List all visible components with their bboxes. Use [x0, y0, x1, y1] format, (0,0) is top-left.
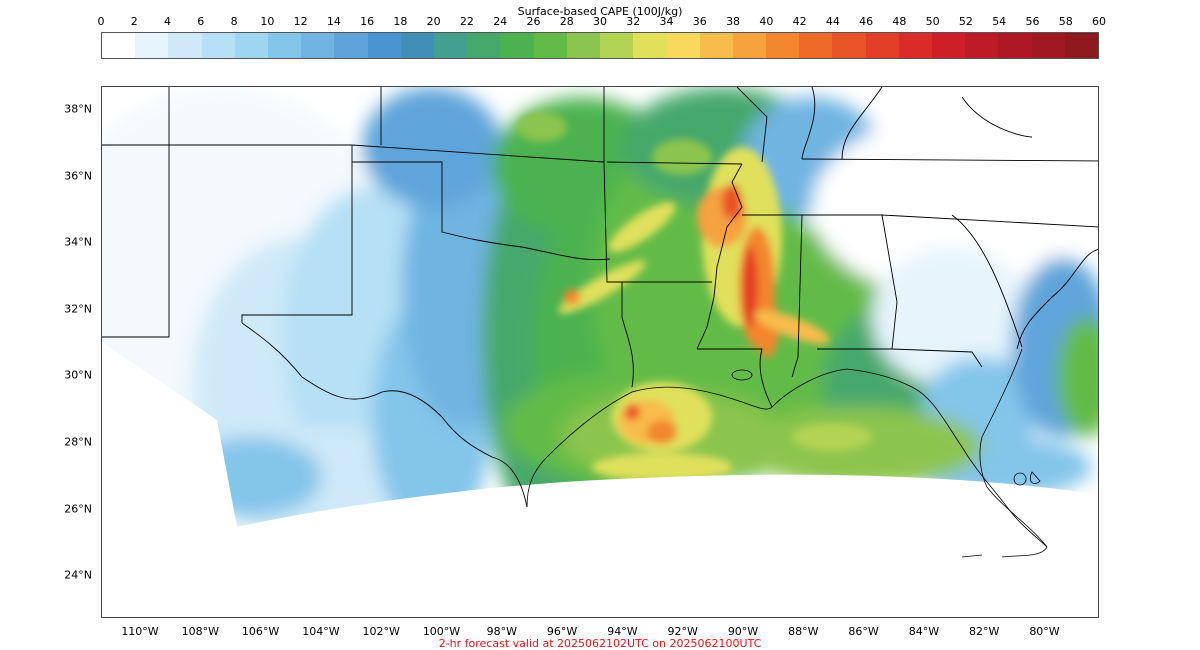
colorbar-tick-label: 26 — [526, 15, 541, 28]
latitude-label: 28°N — [64, 435, 92, 449]
colorbar-segment — [234, 33, 269, 58]
colorbar-tick-label: 56 — [1025, 15, 1040, 28]
colorbar — [101, 32, 1099, 59]
colorbar-segment — [533, 33, 567, 58]
longitude-label: 80°W — [1029, 625, 1060, 638]
colorbar-segment — [998, 33, 1032, 58]
colorbar-segment — [434, 33, 468, 58]
colorbar-tick-label: 2 — [130, 15, 138, 28]
colorbar-segment — [732, 33, 767, 58]
longitude-label: 82°W — [969, 625, 1000, 638]
colorbar-tick-label: 44 — [825, 15, 840, 28]
colorbar-tick-label: 42 — [792, 15, 807, 28]
colorbar-tick-label: 4 — [164, 15, 172, 28]
colorbar-tick-label: 14 — [326, 15, 341, 28]
colorbar-segment — [467, 33, 501, 58]
colorbar-tick-label: 24 — [493, 15, 508, 28]
colorbar-tick-label: 38 — [726, 15, 741, 28]
colorbar-segment — [301, 33, 335, 58]
colorbar-tick-label: 36 — [692, 15, 707, 28]
colorbar-segment — [600, 33, 634, 58]
colorbar-tick-label: 54 — [992, 15, 1007, 28]
colorbar-segment — [1064, 33, 1099, 58]
colorbar-tick-label: 50 — [925, 15, 940, 28]
colorbar-tick-label: 46 — [859, 15, 874, 28]
longitude-label: 88°W — [788, 625, 819, 638]
colorbar-tick-label: 28 — [559, 15, 574, 28]
colorbar-segment — [799, 33, 833, 58]
longitude-label: 96°W — [546, 625, 578, 638]
longitude-label: 110°W — [121, 625, 159, 638]
colorbar-title: Surface-based CAPE (100J/kg) — [517, 5, 683, 18]
colorbar-segment — [699, 33, 733, 58]
colorbar-segment — [865, 33, 899, 58]
colorbar-segment — [201, 33, 235, 58]
colorbar-tick-label: 12 — [293, 15, 308, 28]
cape-map — [102, 87, 1098, 558]
colorbar-segment — [334, 33, 368, 58]
colorbar-tick-label: 60 — [1092, 15, 1106, 28]
latitude-label: 24°N — [64, 568, 92, 582]
colorbar-segment — [932, 33, 966, 58]
colorbar-segment — [1031, 33, 1065, 58]
colorbar-tick-label: 18 — [393, 15, 408, 28]
colorbar-segment — [898, 33, 933, 58]
longitude-label: 86°W — [848, 625, 879, 638]
latitude-label: 34°N — [64, 235, 92, 249]
colorbar-segment — [367, 33, 401, 58]
colorbar-segment — [566, 33, 601, 58]
colorbar-segment — [135, 33, 169, 58]
colorbar-tick-label: 30 — [593, 15, 607, 28]
latitude-label: 36°N — [64, 169, 92, 183]
colorbar-tick-label: 6 — [197, 15, 205, 28]
map-frame — [101, 86, 1099, 618]
colorbar-tick-label: 0 — [97, 15, 105, 28]
longitude-label: 100°W — [422, 625, 461, 638]
colorbar-tick-label: 48 — [892, 15, 907, 28]
colorbar-ticks: 0 2 4 6 8 10 12 14 16 18 20 22 24 26 28 30 32 34 36 38 40 42 4… — [0, 0, 1200, 32]
longitude-label: 102°W — [362, 625, 400, 638]
colorbar-segment — [832, 33, 866, 58]
colorbar-tick-label: 32 — [626, 15, 641, 28]
latitude-label: 32°N — [64, 302, 92, 316]
colorbar-tick-label: 40 — [759, 15, 774, 28]
colorbar-tick-label: 22 — [459, 15, 474, 28]
colorbar-tick-label: 16 — [360, 15, 375, 28]
cape-field — [102, 87, 1098, 527]
colorbar-segment — [633, 33, 667, 58]
colorbar-tick-label: 52 — [958, 15, 973, 28]
longitude-label: 106°W — [241, 625, 280, 638]
colorbar-segment — [102, 33, 136, 58]
longitude-label: 104°W — [302, 625, 340, 638]
colorbar-segment — [500, 33, 534, 58]
colorbar-tick-label: 8 — [230, 15, 238, 28]
longitude-label: 90°W — [727, 625, 759, 638]
lakes — [731, 369, 1027, 486]
colorbar-tick-label: 10 — [260, 15, 275, 28]
coastline — [526, 348, 1048, 558]
colorbar-segment — [965, 33, 999, 58]
colorbar-segment — [168, 33, 202, 58]
colorbar-tick-label: 20 — [426, 15, 441, 28]
colorbar-segment — [400, 33, 435, 58]
latitude-label: 38°N — [64, 102, 92, 116]
longitude-label: 108°W — [181, 625, 219, 638]
latitude-label: 26°N — [64, 502, 92, 516]
longitude-label: 92°W — [667, 625, 698, 638]
longitude-label: 84°W — [908, 625, 940, 638]
colorbar-tick-label: 34 — [659, 15, 674, 28]
colorbar-tick-label: 58 — [1058, 15, 1073, 28]
longitude-label: 98°W — [486, 625, 517, 638]
colorbar-segment — [766, 33, 800, 58]
state-boundaries — [102, 87, 1098, 508]
colorbar-segment — [666, 33, 700, 58]
longitude-label: 94°W — [607, 625, 638, 638]
latitude-label: 30°N — [64, 368, 92, 382]
colorbar-segment — [268, 33, 302, 58]
forecast-caption: 2-hr forecast valid at 2025062102UTC on … — [438, 637, 762, 650]
